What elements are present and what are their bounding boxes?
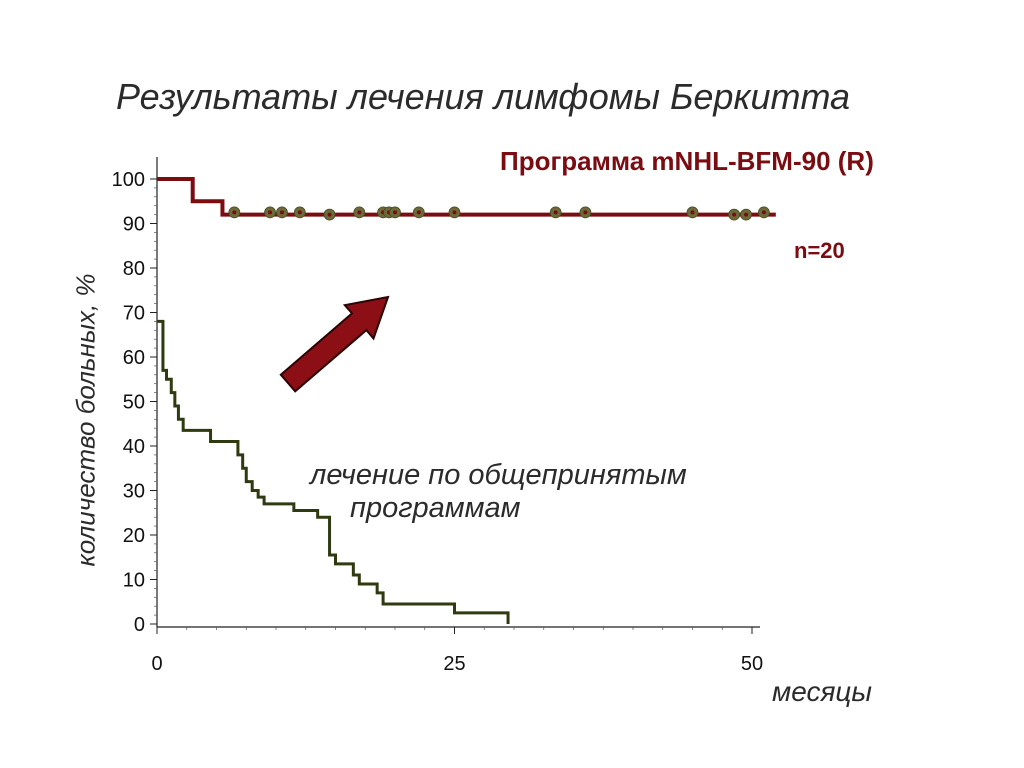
censor-marker-core bbox=[232, 210, 237, 215]
y-tick-label: 100 bbox=[112, 169, 145, 191]
conventional-survival-line bbox=[157, 319, 510, 624]
censor-marker-core bbox=[732, 212, 737, 217]
censor-marker-core bbox=[452, 210, 457, 215]
x-tick-label: 25 bbox=[443, 653, 465, 675]
y-tick-label: 90 bbox=[123, 214, 145, 236]
y-tick-label: 70 bbox=[123, 303, 145, 325]
censor-marker-core bbox=[279, 210, 284, 215]
annotation-line-2: программам bbox=[350, 492, 521, 524]
improvement-arrow bbox=[279, 295, 390, 393]
y-tick-label: 0 bbox=[134, 614, 145, 636]
chart-series bbox=[157, 177, 776, 624]
bfm-survival-line bbox=[157, 177, 776, 217]
y-tick-label: 50 bbox=[123, 392, 145, 414]
x-axis-label: месяцы bbox=[772, 676, 873, 707]
y-tick-label: 20 bbox=[123, 525, 145, 547]
censor-marker-core bbox=[744, 212, 749, 217]
censor-marker-core bbox=[416, 210, 421, 215]
y-tick-label: 80 bbox=[123, 258, 145, 280]
y-tick-label: 40 bbox=[123, 436, 145, 458]
chart-markers bbox=[228, 206, 770, 221]
censor-marker-core bbox=[690, 210, 695, 215]
censor-marker-core bbox=[761, 210, 766, 215]
censor-marker-core bbox=[268, 210, 273, 215]
slide-title: Результаты лечения лимфомы Беркитта bbox=[116, 76, 851, 117]
censor-marker-core bbox=[327, 212, 332, 217]
sample-size-label: n=20 bbox=[794, 238, 845, 263]
chart-axes: 0 10 20 30 40 50 60 70 80 90 100 0 25 50 bbox=[112, 157, 763, 675]
y-tick-label: 10 bbox=[123, 570, 145, 592]
censor-marker-core bbox=[357, 210, 362, 215]
annotation-line-1: лечение по общепринятым bbox=[310, 459, 687, 491]
censor-marker-core bbox=[297, 210, 302, 215]
x-tick-label: 0 bbox=[151, 653, 162, 675]
censor-marker-core bbox=[583, 210, 588, 215]
x-tick-label: 50 bbox=[741, 653, 763, 675]
censor-marker-core bbox=[553, 210, 558, 215]
program-label: Программа mNHL-BFM-90 (R) bbox=[500, 146, 874, 176]
arrow-shape bbox=[279, 295, 390, 393]
y-tick-label: 60 bbox=[123, 347, 145, 369]
y-tick-label: 30 bbox=[123, 481, 145, 503]
censor-marker-core bbox=[393, 210, 397, 215]
